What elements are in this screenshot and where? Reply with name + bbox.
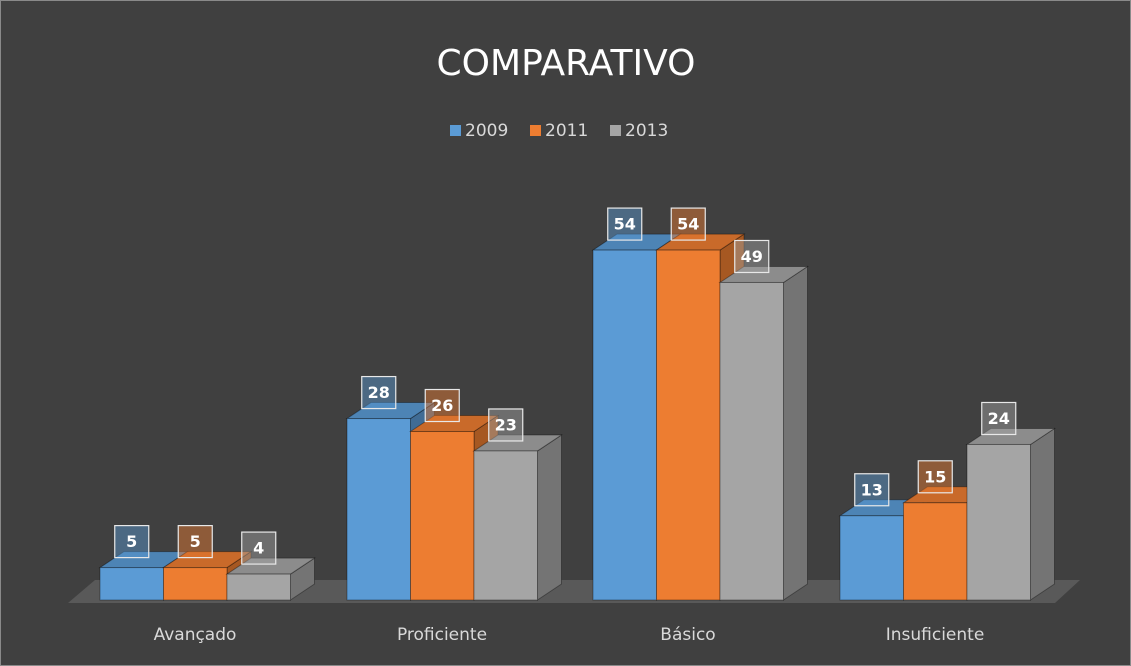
data-label-box bbox=[114, 524, 150, 559]
x-tick-label: Básico bbox=[660, 625, 715, 645]
bar-front bbox=[656, 249, 721, 601]
data-label: 26 bbox=[431, 396, 453, 415]
bar-front bbox=[903, 502, 968, 601]
data-label: 4 bbox=[253, 539, 264, 558]
data-label: 54 bbox=[614, 215, 636, 234]
bar-side bbox=[783, 265, 808, 601]
data-label-box bbox=[734, 239, 770, 274]
x-tick-label: Avançado bbox=[154, 625, 237, 645]
x-tick-label: Proficiente bbox=[397, 625, 487, 645]
legend-label: 2011 bbox=[545, 121, 588, 141]
legend-swatch bbox=[450, 125, 461, 136]
bar-front bbox=[99, 567, 164, 601]
floor bbox=[68, 580, 1080, 603]
data-label: 54 bbox=[677, 215, 699, 234]
data-label: 5 bbox=[190, 532, 201, 551]
bar-front bbox=[163, 567, 228, 601]
data-label-box bbox=[981, 401, 1017, 436]
data-label-box bbox=[361, 375, 397, 410]
bar-front bbox=[410, 431, 475, 601]
legend-swatch bbox=[610, 125, 621, 136]
bar-side bbox=[537, 434, 562, 601]
bar bbox=[718, 265, 810, 601]
data-label-box bbox=[854, 473, 890, 507]
data-label: 5 bbox=[126, 532, 137, 551]
bar-front bbox=[839, 515, 904, 601]
legend-label: 2013 bbox=[625, 121, 668, 141]
data-label: 15 bbox=[924, 467, 946, 486]
data-label: 23 bbox=[495, 415, 517, 434]
data-label: 28 bbox=[368, 383, 390, 402]
data-label: 24 bbox=[988, 409, 1010, 428]
bar bbox=[472, 434, 564, 601]
bar bbox=[225, 557, 317, 601]
bar-front bbox=[473, 450, 538, 601]
legend-swatch bbox=[530, 125, 541, 136]
bar-front bbox=[226, 573, 291, 601]
data-label-box bbox=[917, 460, 953, 494]
data-label-box bbox=[241, 531, 277, 565]
bar-front bbox=[719, 281, 784, 601]
bar-front bbox=[592, 249, 657, 601]
legend-label: 2009 bbox=[465, 121, 508, 141]
bar-side bbox=[1030, 427, 1055, 601]
x-tick-label: Insuficiente bbox=[886, 625, 985, 645]
data-label-box bbox=[424, 388, 460, 423]
bar bbox=[965, 427, 1057, 601]
chart-title: COMPARATIVO bbox=[437, 43, 696, 84]
data-label: 13 bbox=[861, 480, 883, 499]
data-label-box bbox=[607, 207, 643, 241]
bar-front bbox=[966, 443, 1031, 601]
data-label-box bbox=[488, 408, 524, 442]
bar-front bbox=[346, 418, 411, 601]
data-label-box bbox=[177, 524, 213, 559]
data-label-box bbox=[670, 207, 706, 241]
data-label: 49 bbox=[741, 247, 763, 266]
